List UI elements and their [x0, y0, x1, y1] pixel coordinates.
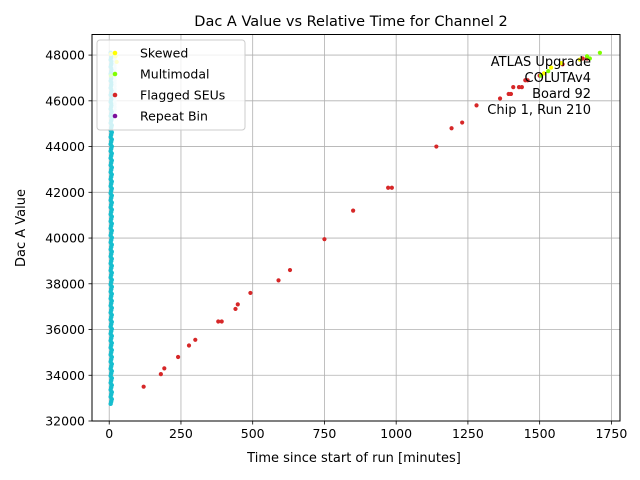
- legend-marker: [112, 71, 118, 77]
- x-tick-label: 0: [105, 426, 113, 441]
- data-point-multimodal: [546, 68, 551, 74]
- x-tick-label: 1500: [524, 426, 556, 441]
- data-point-flagged-seus: [175, 354, 181, 360]
- data-point-multimodal: [587, 56, 592, 61]
- data-point-flagged-seus: [141, 384, 146, 389]
- legend-marker: [112, 50, 118, 56]
- data-point-multimodal: [584, 54, 590, 59]
- legend-label: Flagged SEUs: [140, 88, 225, 103]
- data-point-flagged-seus: [460, 120, 465, 125]
- annotation-line: Chip 1, Run 210: [487, 103, 591, 118]
- y-tick-label: 46000: [45, 93, 85, 108]
- data-point-skewed: [577, 57, 582, 62]
- data-point-flagged-seus: [519, 85, 524, 90]
- legend-marker: [112, 113, 118, 119]
- annotation-line: Board 92: [532, 87, 591, 102]
- data-point-flagged-seus: [235, 302, 240, 307]
- data-point-flagged-seus: [219, 319, 224, 324]
- data-point-flagged-seus: [516, 85, 522, 90]
- data-point-flagged-seus: [386, 185, 391, 190]
- x-axis-label: Time since start of run [minutes]: [246, 451, 461, 466]
- y-tick-label: 40000: [45, 231, 85, 246]
- data-point-multimodal: [538, 73, 544, 78]
- data-point-flagged-seus: [233, 306, 238, 312]
- legend-label: Multimodal: [140, 67, 209, 82]
- data-point-flagged-seus: [186, 343, 192, 348]
- legend-label: Skewed: [140, 46, 188, 61]
- data-point-flagged-seus: [511, 85, 516, 90]
- axis-ticks: 0 250 500 750 1000 1250 1500 1750 32000 34000 3600…: [45, 48, 627, 441]
- x-tick-label: 750: [313, 426, 337, 441]
- data-point-flagged-seus: [497, 96, 503, 101]
- x-tick-label: 250: [169, 426, 193, 441]
- y-tick-label: 42000: [45, 185, 85, 200]
- x-tick-label: 1750: [595, 426, 627, 441]
- data-point-flagged-seus: [276, 278, 281, 283]
- y-tick-label: 36000: [45, 322, 85, 337]
- data-point-flagged-seus: [287, 267, 293, 273]
- data-point-flagged-seus: [351, 208, 356, 213]
- legend-box: [96, 39, 246, 131]
- data-point-flagged-seus: [508, 91, 514, 97]
- data-point-flagged-seus: [216, 319, 221, 324]
- data-point-skewed: [549, 65, 554, 70]
- y-tick-label: 44000: [45, 139, 85, 154]
- plot-frame: [91, 34, 621, 422]
- data-point-flagged-seus: [193, 337, 198, 342]
- y-tick-label: 38000: [45, 276, 85, 291]
- data-point-skewed: [559, 60, 564, 66]
- y-axis-label: Dac A Value: [14, 189, 29, 267]
- legend: Skewed Multimodal Flagged SEUs Repeat Bin: [96, 39, 246, 131]
- chart-title: Dac A Value vs Relative Time for Channel…: [194, 14, 507, 30]
- y-tick-label: 48000: [45, 48, 85, 63]
- data-point-flagged-seus: [434, 144, 439, 149]
- data-point-skewed: [541, 71, 547, 76]
- annotation-line: ATLAS Upgrade: [491, 55, 591, 70]
- x-tick-label: 500: [241, 426, 265, 441]
- data-point-flagged-seus: [474, 103, 479, 108]
- y-tick-label: 32000: [45, 414, 85, 429]
- data-point-flagged-seus: [162, 366, 167, 371]
- legend-label: Repeat Bin: [140, 109, 208, 124]
- data-point-flagged-seus: [248, 290, 253, 296]
- legend-marker: [112, 92, 118, 98]
- data-point-multimodal: [597, 50, 603, 55]
- data-point-flagged-seus: [158, 372, 163, 377]
- y-tick-label: 34000: [45, 368, 85, 383]
- data-point-flagged-seus: [322, 237, 327, 242]
- data-point-flagged-seus: [449, 126, 454, 131]
- x-tick-label: 1250: [452, 426, 484, 441]
- x-tick-label: 1000: [380, 426, 412, 441]
- data-point-flagged-seus: [525, 78, 530, 83]
- data-point-flagged-seus: [389, 185, 394, 190]
- annotation-line: COLUTAv4: [525, 71, 591, 86]
